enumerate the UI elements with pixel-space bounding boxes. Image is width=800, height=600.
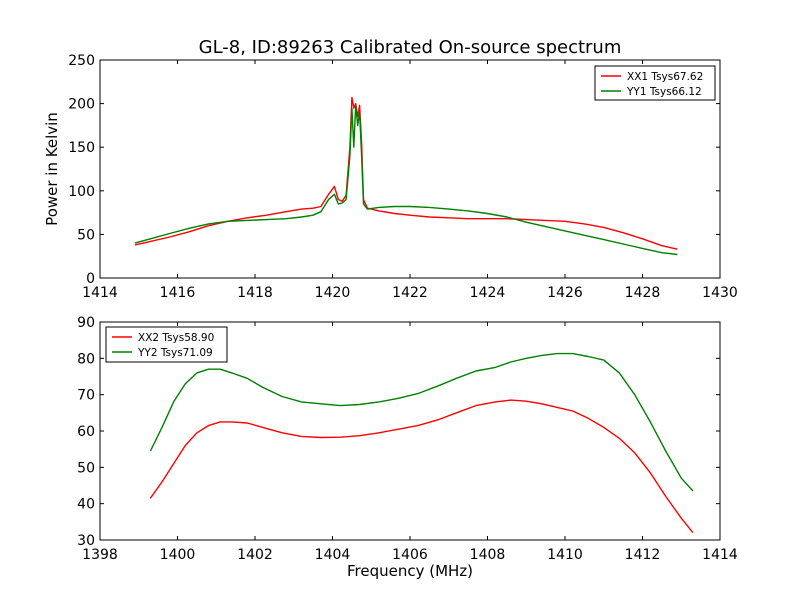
- y-tick-label: 90: [77, 315, 95, 331]
- x-tick-label: 1424: [470, 285, 506, 301]
- series-line-1: [149, 399, 694, 534]
- series-line-1: [134, 96, 678, 250]
- x-tick-label: 1420: [315, 285, 351, 301]
- x-tick-label: 1426: [547, 285, 583, 301]
- y-axis-label: Power in Kelvin: [43, 112, 61, 226]
- legend: XX2 Tsys58.90 YY2 Tsys71.09: [105, 326, 228, 363]
- y-tick-label: 50: [77, 227, 95, 243]
- x-tick-label: 1404: [315, 547, 351, 563]
- x-tick-label: 1412: [625, 547, 661, 563]
- figure-title: GL-8, ID:89263 Calibrated On-source spec…: [199, 37, 622, 58]
- x-tick-label: 1414: [702, 547, 738, 563]
- y-tick-label: 150: [68, 140, 95, 156]
- y-tick-label: 0: [86, 271, 95, 287]
- x-tick-label: 1398: [82, 547, 118, 563]
- legend-label: XX1 Tsys67.62: [627, 71, 703, 83]
- legend-label: YY1 Tsys66.12: [626, 86, 702, 98]
- top-spectrum-axes: 1414 1416 1418 1420 1422 1424 1426 1428 1430 0 50 1…: [43, 53, 738, 301]
- x-tick-label: 1402: [237, 547, 273, 563]
- y-tick-label: 50: [77, 460, 95, 476]
- y-tick-label: 40: [77, 497, 95, 513]
- x-tick-label: 1410: [547, 547, 583, 563]
- legend-box: [105, 326, 228, 363]
- y-tick-label: 30: [77, 533, 95, 549]
- y-tick-label: 80: [77, 351, 95, 367]
- y-tick-label: 100: [68, 184, 95, 200]
- series-line-2: [134, 104, 678, 256]
- x-tick-label: 1430: [702, 285, 738, 301]
- x-tick-label: 1422: [392, 285, 428, 301]
- x-axis-label: Frequency (MHz): [347, 562, 473, 580]
- x-tick-label: 1406: [392, 547, 428, 563]
- legend-label: XX2 Tsys58.90: [138, 332, 214, 344]
- x-tick-label: 1418: [237, 285, 273, 301]
- y-tick-label: 250: [68, 53, 95, 69]
- series-line-2: [149, 352, 694, 492]
- legend-box: [594, 65, 716, 101]
- x-tick-label: 1428: [625, 285, 661, 301]
- x-tick-label: 1400: [160, 547, 196, 563]
- legend-label: YY2 Tsys71.09: [137, 347, 213, 359]
- x-tick-label: 1414: [82, 285, 118, 301]
- x-tick-label: 1408: [470, 547, 506, 563]
- x-tick-label: 1416: [160, 285, 196, 301]
- y-tick-label: 200: [68, 97, 95, 113]
- y-tick-label: 60: [77, 424, 95, 440]
- y-tick-label: 70: [77, 388, 95, 404]
- bottom-spectrum-axes: 1398 1400 1402 1404 1406 1408 1410 1412 1414 30 40…: [77, 315, 738, 580]
- legend: XX1 Tsys67.62 YY1 Tsys66.12: [594, 65, 716, 101]
